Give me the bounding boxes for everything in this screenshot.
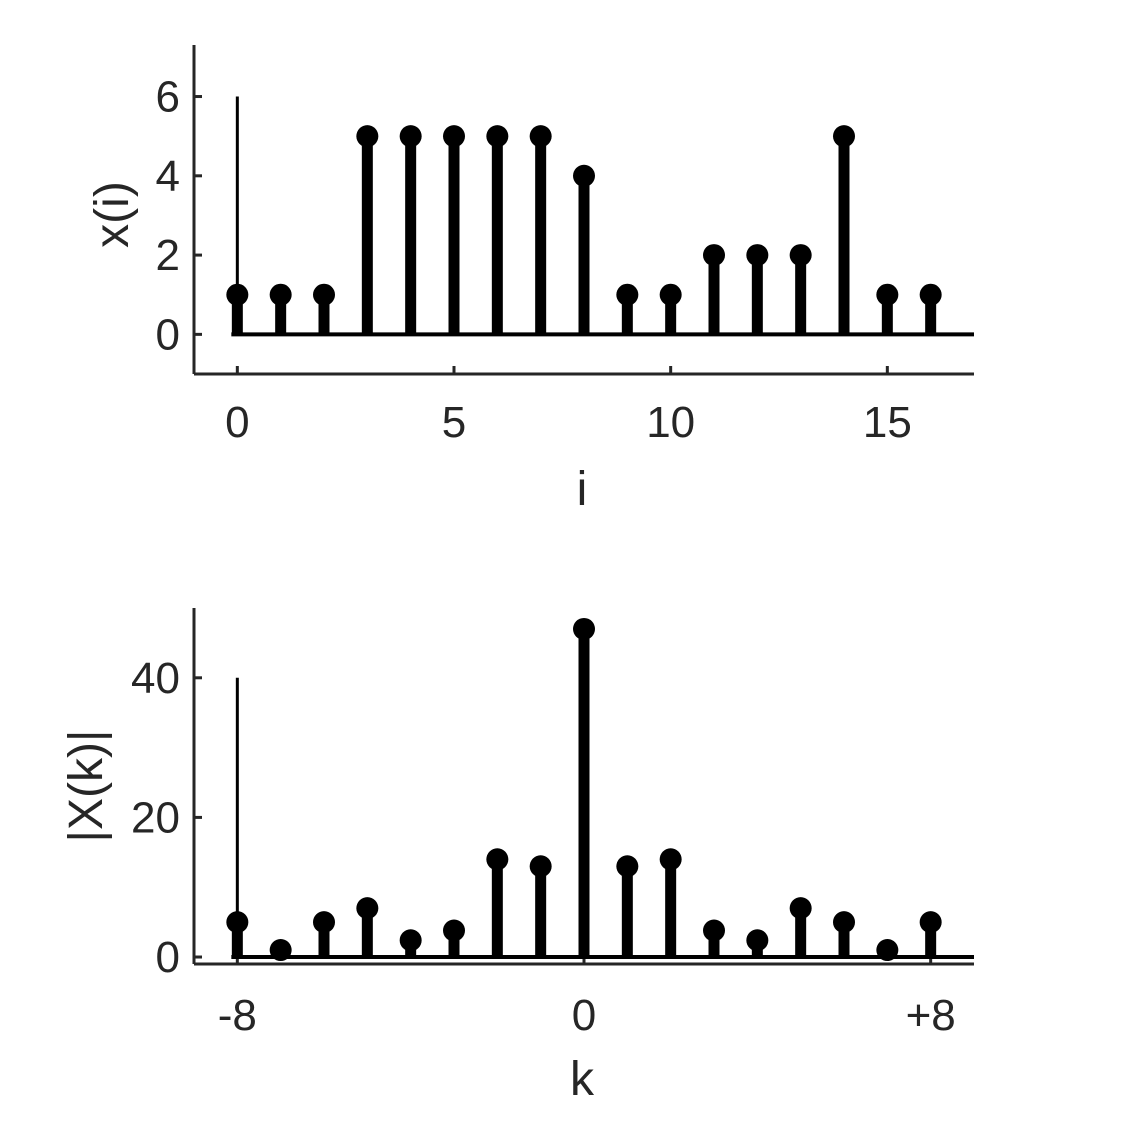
stem-marker (269, 939, 292, 962)
x-tick-label: 0 (572, 991, 596, 1040)
stem-marker (356, 897, 379, 920)
stem-marker (789, 244, 812, 267)
y-tick-label: 0 (156, 310, 180, 359)
y-axis-label: |X(k)| (60, 730, 113, 843)
stem-marker (443, 125, 465, 148)
stem-marker (573, 617, 595, 640)
stem-marker (226, 283, 249, 306)
stem-marker (313, 283, 335, 306)
x-tick-label: 5 (442, 398, 466, 447)
y-axis-label: x(i) (86, 181, 139, 248)
stem-chart-2: -8 0 +8 0 20 40 k |X(k)| (60, 608, 974, 1106)
stem-marker (919, 283, 942, 306)
x-axis-label: i (577, 463, 588, 516)
y-tick-label: 20 (131, 793, 180, 842)
stem-marker (703, 919, 725, 942)
x-tick-label: 10 (646, 398, 695, 447)
stem-marker (356, 125, 379, 148)
stem-marker (703, 244, 725, 267)
stem-marker (833, 911, 855, 934)
x-axis-label: k (570, 1053, 595, 1106)
stem-chart-1: 0 5 10 15 0 2 4 6 i x(i) (86, 45, 974, 516)
stem-marker (486, 848, 509, 871)
stem-marker (746, 244, 769, 267)
x-tick-label: 15 (863, 398, 912, 447)
y-tick-label: 40 (131, 654, 180, 703)
x-tick-label: 0 (225, 398, 249, 447)
stem-marker (616, 855, 639, 878)
x-tick-label: -8 (218, 991, 257, 1040)
stem-marker (573, 164, 595, 187)
stem-marker (269, 283, 292, 306)
stem-marker (659, 848, 682, 871)
y-tick-label: 2 (156, 231, 180, 280)
stem-marker (443, 919, 465, 942)
stem-marker (399, 125, 422, 148)
stem-marker (529, 855, 552, 878)
y-tick-label: 4 (156, 152, 180, 201)
x-tick-label: +8 (906, 991, 956, 1040)
stem-marker (876, 283, 899, 306)
stem-marker (746, 929, 769, 952)
stem-marker (529, 125, 552, 148)
y-tick-label: 6 (156, 73, 180, 122)
stem-marker (659, 283, 682, 306)
stem-marker (313, 911, 335, 934)
stem-marker (833, 125, 855, 148)
stem-marker (226, 911, 249, 934)
stem-marker (616, 283, 639, 306)
stem-marker (399, 929, 422, 952)
stem-marker (919, 911, 942, 934)
stem-marker (789, 897, 812, 920)
stem-marker (876, 939, 899, 962)
stem-marker (486, 125, 509, 148)
y-tick-label: 0 (156, 933, 180, 982)
